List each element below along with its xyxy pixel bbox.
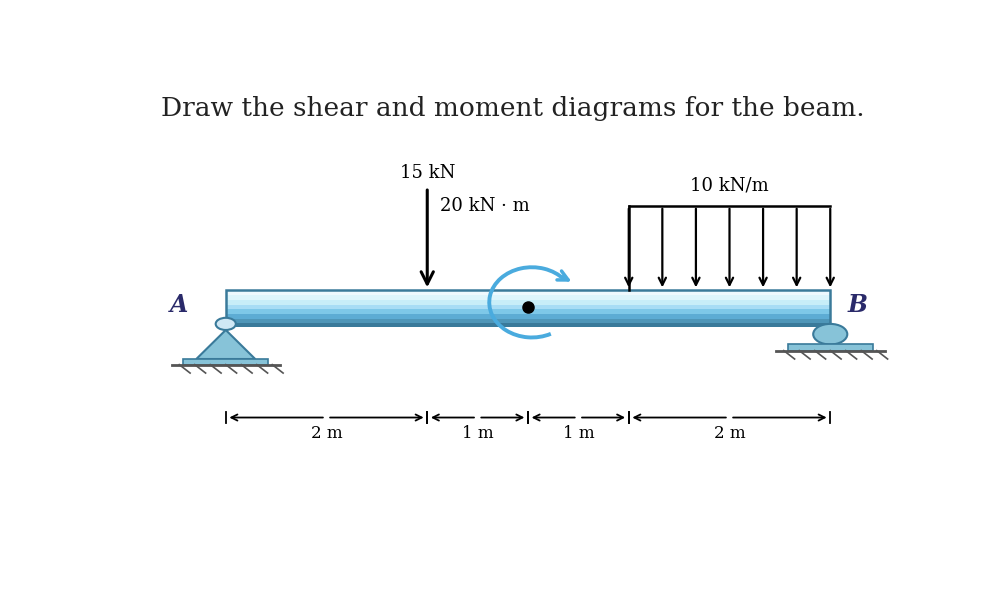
Bar (226, 290, 830, 324)
Text: 10 kN/m: 10 kN/m (690, 176, 769, 194)
Text: Draw the shear and moment diagrams for the beam.: Draw the shear and moment diagrams for t… (161, 97, 864, 122)
Bar (226, 319, 830, 324)
Bar (226, 290, 830, 295)
Text: 15 kN: 15 kN (400, 164, 455, 182)
Bar (226, 323, 830, 326)
Bar (788, 345, 873, 351)
Bar (226, 300, 830, 305)
Bar (226, 305, 830, 309)
Text: 2 m: 2 m (714, 425, 745, 442)
Text: B: B (847, 293, 867, 317)
Circle shape (216, 318, 236, 330)
Bar (226, 295, 830, 300)
Polygon shape (196, 330, 255, 359)
Text: 2 m: 2 m (311, 425, 342, 442)
Text: 1 m: 1 m (563, 425, 594, 442)
Bar (183, 359, 268, 365)
Bar (226, 309, 830, 314)
Text: A: A (170, 293, 189, 317)
Text: 20 kN · m: 20 kN · m (440, 197, 530, 215)
Circle shape (813, 324, 847, 345)
Bar (226, 314, 830, 319)
Text: 1 m: 1 m (462, 425, 493, 442)
